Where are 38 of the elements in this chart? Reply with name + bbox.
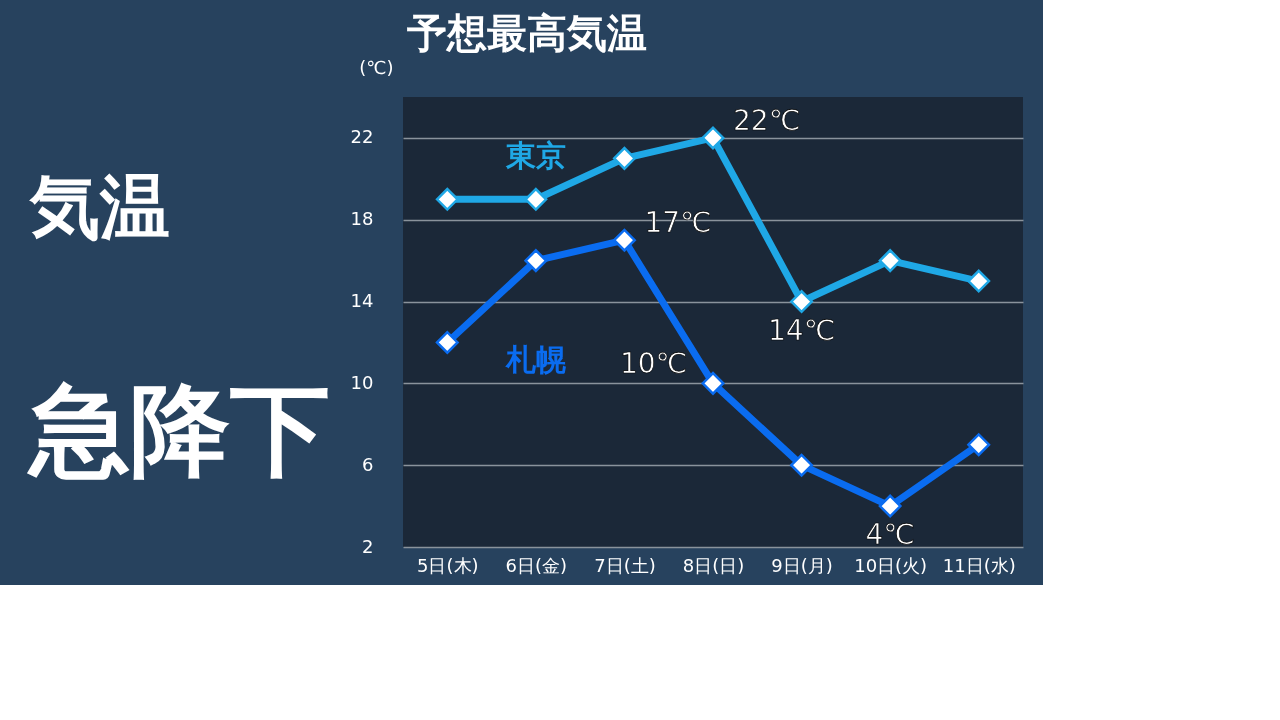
point bbox=[878, 249, 902, 273]
y-tick-label: 6 bbox=[362, 453, 374, 475]
point bbox=[790, 453, 814, 477]
point bbox=[701, 126, 725, 150]
point bbox=[967, 269, 991, 293]
y-tick-label: 14 bbox=[350, 290, 374, 312]
y-tick-label: 10 bbox=[350, 371, 374, 393]
y-axis-title: (℃) bbox=[359, 56, 394, 78]
text: 急降下 bbox=[26, 371, 330, 489]
data-label: 14℃ bbox=[768, 313, 836, 347]
x-tick-label: 10日(火) bbox=[854, 554, 928, 576]
point bbox=[967, 433, 991, 457]
point bbox=[435, 187, 459, 211]
point bbox=[878, 494, 902, 518]
point bbox=[612, 146, 636, 170]
data-label: 22℃ bbox=[733, 103, 801, 137]
series-label: 札幌 bbox=[504, 341, 566, 377]
x-tick-label: 8日(日) bbox=[682, 554, 745, 576]
point bbox=[524, 187, 548, 211]
data-label: 10℃ bbox=[619, 347, 687, 381]
x-tick-label: 9日(月) bbox=[771, 554, 833, 576]
y-tick-label: 18 bbox=[350, 208, 374, 230]
series-label: 東京 bbox=[504, 138, 566, 174]
y-tick-label: 2 bbox=[362, 535, 374, 557]
point bbox=[701, 371, 725, 395]
x-tick-label: 11日(水) bbox=[942, 554, 1016, 576]
x-tick-label: 7日(土) bbox=[594, 554, 656, 576]
y-tick-label: 22 bbox=[350, 126, 374, 148]
point bbox=[790, 290, 814, 314]
point bbox=[524, 249, 548, 273]
text: 気温 bbox=[29, 165, 170, 248]
data-label: 4℃ bbox=[865, 518, 915, 552]
point bbox=[435, 330, 459, 354]
chart-title: 予想最高気温 bbox=[405, 10, 647, 56]
data-label: 17℃ bbox=[644, 206, 712, 240]
x-tick-label: 6日(金) bbox=[505, 554, 568, 576]
point bbox=[612, 228, 636, 252]
x-tick-label: 5日(木) bbox=[417, 554, 479, 576]
